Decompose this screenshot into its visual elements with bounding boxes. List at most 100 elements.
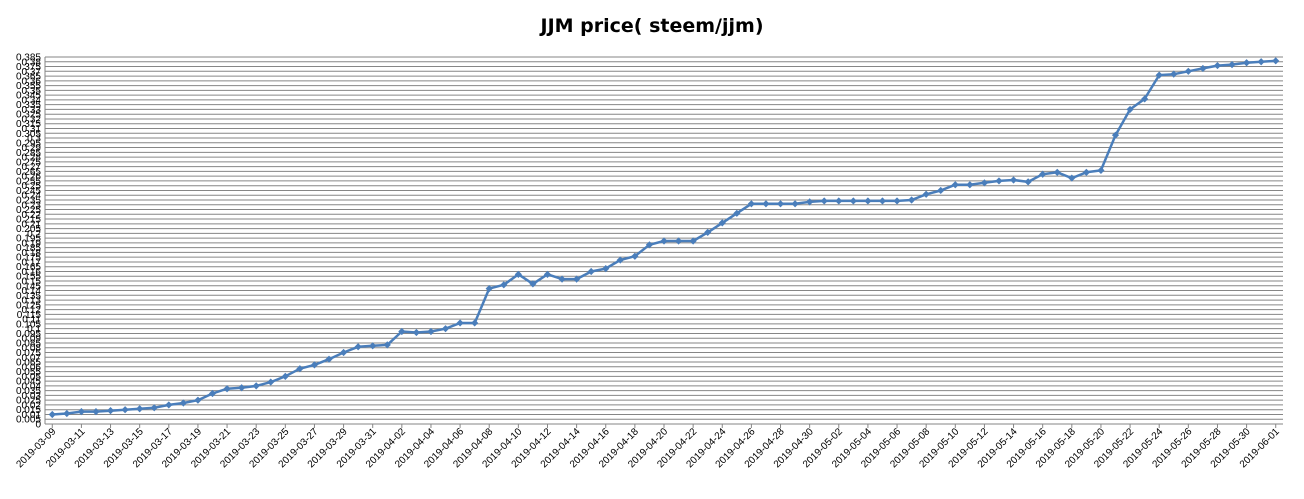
y-tick-label: 0.115: [17, 310, 42, 321]
y-tick-label: 0.24: [22, 191, 42, 202]
y-tick-label: 0.12: [22, 305, 42, 316]
y-tick-label: 0.19: [22, 238, 42, 249]
data-point: [1126, 105, 1134, 114]
data-point: [835, 197, 843, 205]
y-tick-label: 0.25: [22, 181, 42, 192]
y-tick-label: 0.11: [22, 315, 41, 326]
data-point: [878, 197, 887, 205]
data-point: [500, 281, 508, 289]
y-tick-label: 0.29: [22, 143, 42, 154]
data-point: [441, 325, 450, 333]
data-point: [208, 389, 217, 398]
y-tick-label: 0.075: [16, 348, 41, 359]
y-tick-label: 0.365: [16, 72, 41, 83]
y-tick-label: 0.295: [16, 138, 41, 149]
y-tick-label: 0.245: [16, 186, 41, 197]
y-tick-label: 0.3: [27, 134, 41, 145]
y-tick-label: 0.38: [22, 57, 42, 68]
data-point: [980, 179, 989, 187]
y-tick-label: 0.335: [16, 100, 41, 111]
data-point: [1111, 131, 1120, 139]
y-tick-label: 0: [35, 420, 41, 431]
y-tick-label: 0.015: [16, 405, 41, 416]
y-tick-label: 0.355: [16, 81, 41, 92]
y-tick-label: 0.145: [16, 281, 41, 292]
y-tick-label: 0.36: [22, 76, 42, 87]
y-tick-label: 0.02: [22, 400, 42, 411]
y-tick-label: 0.275: [16, 157, 41, 168]
data-point: [310, 361, 319, 369]
y-tick-label: 0.1: [27, 324, 41, 335]
data-point: [1257, 58, 1265, 66]
data-point: [63, 409, 71, 418]
y-tick-label: 0.125: [16, 300, 41, 311]
data-point: [1213, 61, 1222, 70]
y-tick-label: 0.17: [22, 257, 42, 268]
y-tick-label: 0.28: [22, 153, 42, 164]
y-tick-label: 0.215: [16, 215, 41, 226]
data-point: [194, 396, 202, 404]
y-tick-label: 0.26: [22, 172, 42, 183]
data-point: [747, 200, 755, 208]
data-point: [1272, 57, 1280, 65]
data-point: [427, 327, 435, 336]
data-point: [660, 237, 668, 245]
y-tick-label: 0.025: [16, 396, 41, 407]
data-point: [1039, 170, 1047, 178]
y-tick-label: 0.375: [16, 62, 41, 73]
y-tick-label: 0.035: [16, 386, 41, 397]
y-tick-label: 0.09: [22, 334, 42, 345]
data-point: [718, 219, 726, 227]
data-point: [966, 181, 974, 189]
y-tick-label: 0.14: [22, 286, 42, 297]
data-point: [1141, 95, 1149, 103]
gridlines: [45, 56, 1283, 425]
data-series: [48, 57, 1280, 419]
y-tick-label: 0.07: [22, 353, 42, 364]
data-point: [951, 181, 959, 189]
y-tick-label: 0.285: [16, 148, 41, 159]
data-point: [92, 408, 100, 416]
data-point: [369, 342, 377, 350]
data-point: [339, 348, 348, 357]
data-point: [689, 237, 697, 245]
y-tick-label: 0.165: [16, 262, 41, 273]
data-point: [179, 399, 187, 407]
data-point: [1068, 174, 1076, 182]
y-tick-label: 0.195: [16, 234, 41, 245]
y-tick-label: 0.315: [16, 119, 41, 130]
y-tick-label: 0.205: [16, 224, 41, 235]
data-point: [252, 382, 260, 390]
y-tick-label: 0.01: [22, 410, 42, 421]
y-tick-label: 0.055: [16, 367, 41, 378]
data-point: [354, 343, 362, 351]
y-tick-label: 0.31: [22, 124, 42, 135]
y-tick-label: 0.385: [16, 53, 41, 64]
data-point: [893, 197, 901, 205]
y-tick-label: 0.185: [16, 243, 41, 254]
data-point: [1184, 67, 1192, 75]
data-point: [48, 410, 56, 419]
y-tick-label: 0.345: [16, 91, 41, 102]
data-point: [806, 198, 814, 206]
y-tick-label: 0.35: [22, 86, 42, 97]
data-point: [1082, 168, 1090, 176]
data-point: [383, 341, 391, 349]
data-point: [937, 186, 945, 195]
y-tick-label: 0.05: [22, 372, 42, 383]
data-point: [1170, 70, 1178, 78]
y-tick-label: 0.15: [22, 277, 42, 288]
data-point: [849, 197, 857, 205]
data-point: [543, 270, 552, 278]
y-tick-label: 0.105: [16, 319, 41, 330]
y-tick-label: 0.03: [22, 391, 42, 402]
data-point: [471, 319, 479, 327]
data-point: [1242, 59, 1251, 67]
y-tick-label: 0.095: [16, 329, 41, 340]
data-point: [267, 378, 275, 386]
data-point: [616, 256, 624, 264]
data-point: [1053, 168, 1061, 176]
y-tick-label: 0.06: [22, 362, 42, 373]
